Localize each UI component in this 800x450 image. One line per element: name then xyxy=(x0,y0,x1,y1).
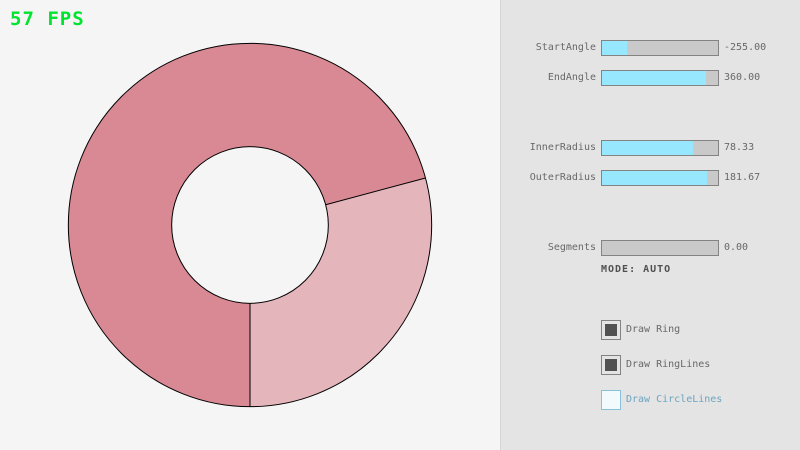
slider-row-outerradius: OuterRadius 181.67 xyxy=(501,170,800,186)
endangle-value: 360.00 xyxy=(724,72,761,83)
outerradius-label: OuterRadius xyxy=(529,172,596,183)
slider-row-segments: Segments 0.00 xyxy=(501,240,800,256)
innerradius-label: InnerRadius xyxy=(529,142,596,153)
draw-ring-checkbox-label: Draw Ring xyxy=(626,324,681,335)
draw-circlelines-checkbox-label: Draw CircleLines xyxy=(626,394,723,405)
segments-label: Segments xyxy=(547,242,596,253)
check-mark-icon xyxy=(605,324,617,336)
ring-outline-inner xyxy=(171,146,329,304)
innerradius-value: 78.33 xyxy=(724,142,755,153)
ring-start-angle-line xyxy=(325,177,426,206)
ring-figure xyxy=(67,42,433,408)
check-mark-icon xyxy=(605,359,617,371)
draw-ring-checkbox[interactable]: Draw Ring xyxy=(601,320,791,340)
endangle-slider-fill xyxy=(602,71,707,85)
slider-row-endangle: EndAngle 360.00 xyxy=(501,70,800,86)
startangle-value: -255.00 xyxy=(724,42,767,53)
ring-sector-light xyxy=(250,177,432,407)
innerradius-slider-fill xyxy=(602,141,693,155)
draw-circlelines-checkbox[interactable]: Draw CircleLines xyxy=(601,390,791,410)
segments-slider[interactable] xyxy=(601,240,719,256)
draw-circlelines-checkbox-box[interactable] xyxy=(601,390,621,410)
controls-panel: StartAngle -255.00 EndAngle 360.00 Inner… xyxy=(500,0,800,450)
endangle-slider[interactable] xyxy=(601,70,719,86)
slider-row-startangle: StartAngle -255.00 xyxy=(501,40,800,56)
innerradius-slider[interactable] xyxy=(601,140,719,156)
startangle-label: StartAngle xyxy=(535,42,596,53)
outerradius-value: 181.67 xyxy=(724,172,761,183)
startangle-slider-fill xyxy=(602,41,628,55)
draw-ringlines-checkbox-box[interactable] xyxy=(601,355,621,375)
segments-mode-text: MODE: AUTO xyxy=(601,264,672,275)
startangle-slider[interactable] xyxy=(601,40,719,56)
outerradius-slider-fill xyxy=(602,171,708,185)
fps-counter: 57 FPS xyxy=(10,8,85,30)
outerradius-slider[interactable] xyxy=(601,170,719,186)
draw-ringlines-checkbox-label: Draw RingLines xyxy=(626,359,711,370)
endangle-label: EndAngle xyxy=(547,72,596,83)
segments-value: 0.00 xyxy=(724,242,749,253)
draw-ringlines-checkbox[interactable]: Draw RingLines xyxy=(601,355,791,375)
ring-sector-dark xyxy=(68,43,426,407)
draw-ring-checkbox-box[interactable] xyxy=(601,320,621,340)
slider-row-innerradius: InnerRadius 78.33 xyxy=(501,140,800,156)
